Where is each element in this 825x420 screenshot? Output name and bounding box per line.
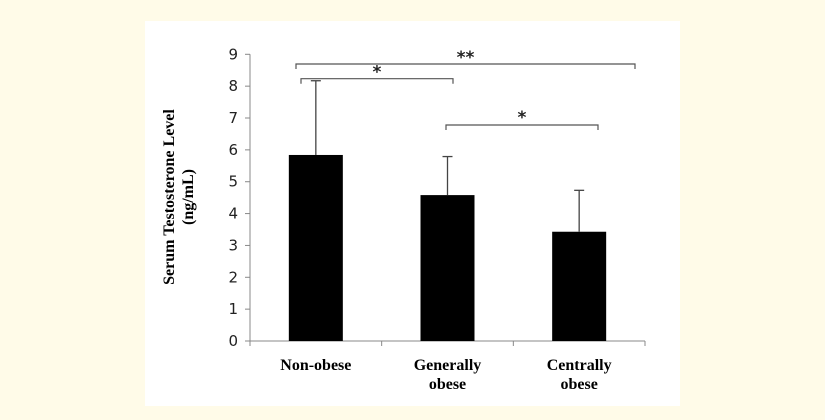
significance-bracket bbox=[445, 124, 599, 130]
y-tick-label: 5 bbox=[228, 173, 238, 191]
y-tick-label: 3 bbox=[228, 236, 238, 254]
category-label: obese bbox=[429, 376, 466, 393]
bar bbox=[552, 231, 607, 341]
y-tick-label: 0 bbox=[228, 332, 238, 350]
y-tick-label: 4 bbox=[228, 205, 238, 223]
bar bbox=[420, 195, 475, 341]
significance-label: * bbox=[518, 108, 527, 128]
y-tick-label: 6 bbox=[228, 141, 238, 159]
y-tick-label: 1 bbox=[228, 300, 238, 318]
significance-bracket bbox=[295, 63, 636, 69]
category-label: Non-obese bbox=[280, 357, 351, 374]
y-axis-label: Serum Testosterone Level (ng/mL) bbox=[161, 109, 197, 285]
y-tick-label: 7 bbox=[228, 109, 238, 127]
category-label: Generally bbox=[414, 357, 482, 374]
y-tick-label: 9 bbox=[228, 45, 238, 63]
bar bbox=[288, 154, 343, 341]
significance-label: * bbox=[373, 63, 382, 83]
y-axis-label-line: (ng/mL) bbox=[180, 169, 197, 225]
chart-card bbox=[145, 21, 680, 406]
y-axis-label-line: Serum Testosterone Level bbox=[161, 109, 178, 285]
y-tick-label: 8 bbox=[228, 77, 238, 95]
significance-label: ** bbox=[457, 48, 475, 68]
category-label: obese bbox=[561, 376, 598, 393]
y-tick-label: 2 bbox=[228, 268, 238, 286]
category-label: Centrally bbox=[547, 357, 612, 374]
significance-bracket bbox=[300, 78, 454, 84]
